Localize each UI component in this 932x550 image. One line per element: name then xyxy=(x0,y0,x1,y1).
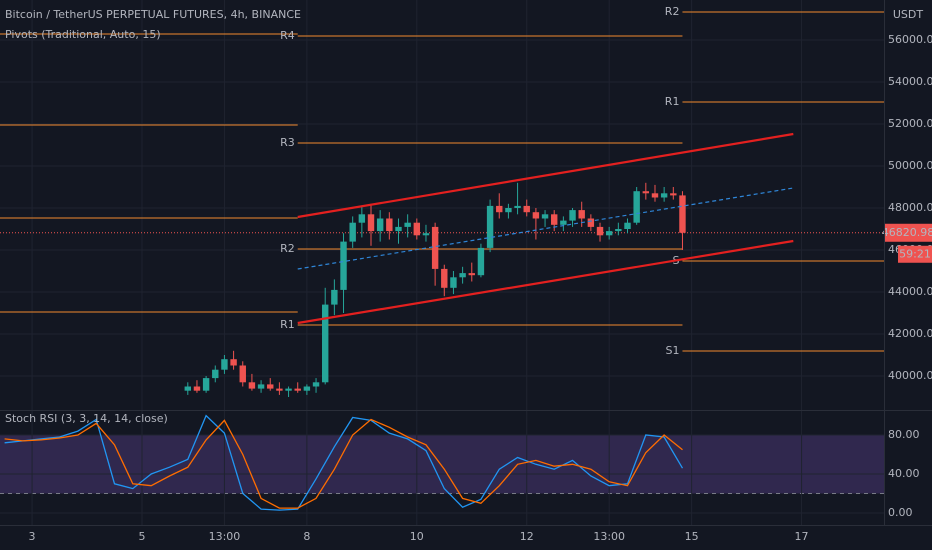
candle-body xyxy=(468,273,475,276)
pivot-label: R1 xyxy=(280,318,295,331)
currency-label: USDT xyxy=(893,8,924,21)
candle-body xyxy=(184,386,191,391)
candle-body xyxy=(587,218,595,227)
candle-body xyxy=(596,226,604,236)
candle-body xyxy=(248,382,256,389)
y-tick-label: 0.00 xyxy=(888,506,913,519)
pivot-label: R4 xyxy=(280,29,295,42)
stoch-title: Stoch RSI (3, 3, 14, 14, close) xyxy=(5,412,168,425)
x-tick-label: 15 xyxy=(685,530,699,543)
candle-body xyxy=(496,205,503,213)
candle-body xyxy=(569,210,576,221)
y-tick-label: 40000.00 xyxy=(888,369,932,382)
candle-body xyxy=(615,229,622,232)
trendline xyxy=(297,132,794,219)
candle-body xyxy=(532,212,540,219)
candle-body xyxy=(230,359,237,366)
candle-body xyxy=(285,388,292,391)
stoch-line xyxy=(4,414,684,511)
countdown-box xyxy=(898,245,932,263)
candle-body xyxy=(358,214,366,223)
candle-body xyxy=(239,365,246,383)
candle-body xyxy=(331,289,338,305)
candle-body xyxy=(541,214,549,219)
y-tick-label: 56000.00 xyxy=(888,33,932,46)
y-tick-label: 80.00 xyxy=(888,428,920,441)
candle-body xyxy=(642,191,650,194)
trendline xyxy=(297,239,794,325)
candle-body xyxy=(294,388,301,391)
candle-body xyxy=(340,241,347,290)
candle-body xyxy=(633,191,640,223)
candle-body xyxy=(431,226,439,269)
candle-body xyxy=(422,233,430,236)
candle-body xyxy=(459,273,466,278)
y-tick-label: 48000.00 xyxy=(888,201,932,214)
x-tick-label: 13:00 xyxy=(593,530,625,543)
y-tick-label: 54000.00 xyxy=(888,75,932,88)
y-tick-label: 52000.00 xyxy=(888,117,932,130)
pivot-label: R3 xyxy=(280,136,295,149)
candle-body xyxy=(441,268,448,288)
candle-body xyxy=(321,304,329,383)
y-tick-label: 44000.00 xyxy=(888,285,932,298)
candle-body xyxy=(349,222,356,242)
candle-body xyxy=(670,193,677,196)
x-tick-label: 13:00 xyxy=(209,530,241,543)
candle-body xyxy=(202,378,210,391)
candle-body xyxy=(257,384,265,389)
candle-body xyxy=(395,226,402,232)
y-tick-label: 42000.00 xyxy=(888,327,932,340)
pivot-label: R1 xyxy=(665,95,680,108)
candle-body xyxy=(386,218,393,232)
last-price-box xyxy=(885,223,932,242)
y-tick-label: 50000.00 xyxy=(888,159,932,172)
last-price-label: 46820.98 xyxy=(882,226,932,239)
stoch-line xyxy=(4,418,683,509)
candle-body xyxy=(212,369,219,379)
candle-body xyxy=(624,222,631,230)
candle-body xyxy=(560,220,567,225)
candle-body xyxy=(505,208,512,213)
candle-body xyxy=(486,205,494,248)
candle-body xyxy=(367,214,375,232)
y-tick-label: 40.00 xyxy=(888,467,920,480)
x-tick-label: 3 xyxy=(29,530,36,543)
candle-body xyxy=(605,231,613,236)
candle-body xyxy=(276,388,283,391)
x-tick-label: 8 xyxy=(303,530,310,543)
x-tick-label: 5 xyxy=(138,530,145,543)
pivots-title: Pivots (Traditional, Auto, 15) xyxy=(5,28,161,41)
countdown-label: 59:21 xyxy=(899,247,931,260)
candle-body xyxy=(523,205,530,213)
candle-body xyxy=(193,386,201,391)
pivot-label: R2 xyxy=(280,242,295,255)
candle-body xyxy=(660,193,668,198)
pivot-label: R2 xyxy=(665,5,680,18)
candle-body xyxy=(413,222,421,236)
candle-body xyxy=(312,382,320,387)
candle-body xyxy=(578,210,585,219)
x-tick-label: 10 xyxy=(410,530,424,543)
candle-body xyxy=(267,384,274,389)
candle-body xyxy=(303,386,311,391)
pivot-label: S1 xyxy=(665,344,679,357)
candle-body xyxy=(221,359,228,370)
candle-body xyxy=(450,277,457,288)
candle-body xyxy=(651,193,659,198)
candle-body xyxy=(679,195,686,233)
symbol-title: Bitcoin / TetherUS PERPETUAL FUTURES, 4h… xyxy=(5,8,301,21)
x-tick-label: 17 xyxy=(795,530,809,543)
candle-body xyxy=(477,247,485,276)
candle-body xyxy=(376,218,384,232)
x-tick-label: 12 xyxy=(520,530,534,543)
candle-body xyxy=(514,205,521,209)
candle-body xyxy=(404,222,411,227)
candle-body xyxy=(551,214,558,225)
